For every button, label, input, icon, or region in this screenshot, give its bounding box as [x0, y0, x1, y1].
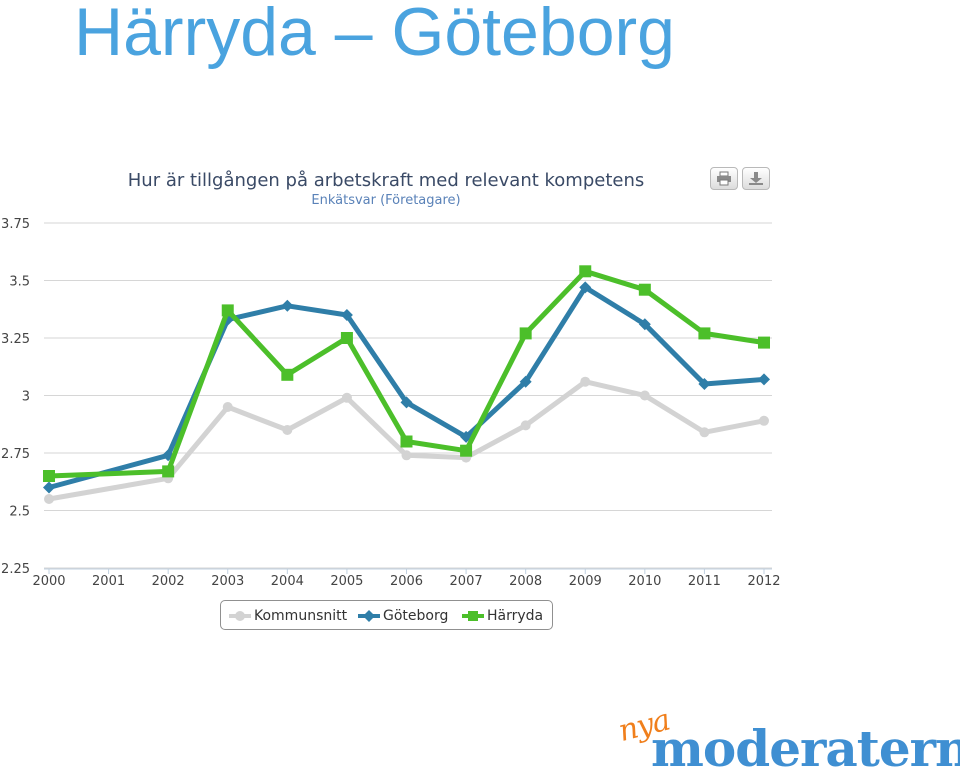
legend-label: Göteborg	[383, 608, 449, 624]
data-point[interactable]	[759, 415, 769, 426]
data-point[interactable]	[460, 444, 473, 457]
y-tick-label: 2.5	[9, 505, 30, 520]
y-tick-label: 3.25	[1, 332, 30, 347]
data-point[interactable]	[519, 375, 532, 388]
data-point[interactable]	[43, 470, 55, 482]
print-button[interactable]	[710, 167, 738, 190]
y-tick-label: 2.75	[1, 447, 30, 462]
download-icon	[749, 172, 763, 185]
data-point[interactable]	[519, 327, 532, 340]
x-tick-label: 2000	[32, 574, 65, 589]
data-point[interactable]	[400, 396, 413, 409]
data-point[interactable]	[281, 299, 294, 312]
chart-legend: Kommunsnitt Göteborg Härryda	[220, 600, 553, 630]
data-point[interactable]	[580, 376, 591, 387]
slide-title: Härryda – Göteborg	[74, 0, 675, 70]
data-point[interactable]	[698, 327, 711, 340]
data-point[interactable]	[162, 465, 175, 478]
x-tick-label: 2007	[450, 574, 483, 589]
data-point[interactable]	[340, 309, 353, 321]
data-point[interactable]	[401, 450, 412, 461]
data-point[interactable]	[222, 402, 233, 412]
y-tick-label: 3.75	[1, 217, 30, 232]
data-point[interactable]	[698, 378, 711, 390]
x-tick-label: 2003	[211, 574, 244, 589]
data-point[interactable]	[639, 390, 650, 401]
y-tick-label: 3	[22, 390, 30, 405]
data-point[interactable]	[340, 332, 353, 344]
logo-wordmark: moderaterna	[651, 719, 960, 778]
data-point[interactable]	[282, 425, 293, 435]
data-point[interactable]	[44, 494, 54, 504]
x-tick-label: 2005	[330, 574, 363, 589]
data-point[interactable]	[341, 392, 352, 403]
data-point[interactable]	[221, 304, 234, 317]
x-tick-label: 2011	[688, 574, 721, 589]
x-tick-label: 2004	[271, 574, 304, 589]
grid-lines	[44, 222, 772, 569]
data-point[interactable]	[699, 427, 710, 438]
x-tick-label: 2012	[747, 574, 780, 589]
x-tick-label: 2010	[628, 574, 661, 589]
data-point[interactable]	[758, 373, 770, 386]
data-point[interactable]	[400, 435, 413, 448]
legend-label: Härryda	[487, 608, 544, 624]
data-point[interactable]	[638, 283, 651, 296]
y-tick-label: 3.5	[9, 275, 30, 290]
legend-label: Kommunsnitt	[254, 608, 348, 624]
download-button[interactable]	[742, 167, 770, 190]
x-tick-label: 2001	[92, 574, 125, 589]
data-point[interactable]	[520, 420, 531, 431]
data-point[interactable]	[579, 281, 592, 294]
data-point[interactable]	[43, 481, 55, 494]
axes: 2.25 2.5 2.75 3 3.25 3.5 3.75 2000 2001 2002 2003 2…	[1, 217, 781, 589]
legend-marker-goteborg	[358, 610, 380, 622]
chart-subtitle: Enkätsvar (Företagare)	[311, 193, 460, 208]
chart-title: Hur är tillgången på arbetskraft med rel…	[128, 170, 645, 191]
data-point[interactable]	[758, 336, 770, 349]
legend-marker-kommunsnitt	[229, 611, 251, 621]
series-line-härryda	[46, 268, 767, 479]
data-point[interactable]	[638, 318, 651, 331]
series-group	[43, 265, 770, 504]
legend-marker-harryda	[462, 611, 484, 621]
x-tick-label: 2006	[390, 574, 423, 589]
series-line-kommunsnitt	[46, 379, 767, 502]
data-point[interactable]	[281, 368, 294, 381]
printer-icon	[717, 171, 731, 186]
data-point[interactable]	[579, 265, 592, 278]
x-tick-label: 2002	[152, 574, 185, 589]
y-tick-label: 2.25	[1, 562, 30, 577]
moderaterna-logo: nya moderaterna	[615, 703, 960, 778]
x-tick-label: 2008	[509, 574, 542, 589]
x-tick-label: 2009	[569, 574, 602, 589]
